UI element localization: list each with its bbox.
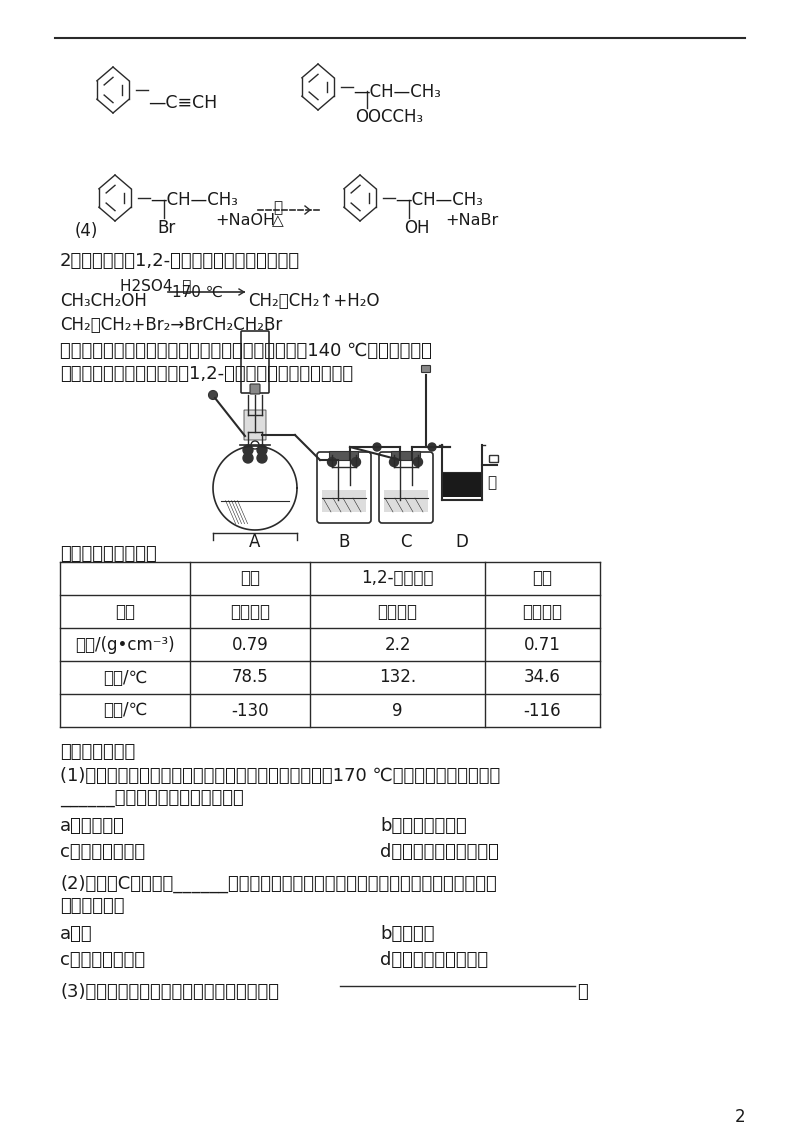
Text: 无色液体: 无色液体 — [522, 602, 562, 620]
Text: —CH—CH₃: —CH—CH₃ — [353, 83, 441, 101]
Text: 78.5: 78.5 — [232, 669, 268, 686]
FancyBboxPatch shape — [422, 366, 430, 372]
Text: Br: Br — [157, 218, 175, 237]
Text: b．加快反应速度: b．加快反应速度 — [380, 817, 466, 835]
Text: +NaOH: +NaOH — [215, 213, 275, 228]
Text: a．水: a．水 — [60, 925, 93, 943]
Text: 2.2: 2.2 — [384, 635, 410, 653]
Circle shape — [414, 457, 422, 466]
Text: 密度/(g•cm⁻³): 密度/(g•cm⁻³) — [75, 635, 175, 653]
Text: 无色液体: 无色液体 — [230, 602, 270, 620]
Text: 乙醇: 乙醇 — [240, 569, 260, 588]
Text: -130: -130 — [231, 702, 269, 720]
Text: △: △ — [272, 213, 284, 228]
Text: 溢: 溢 — [487, 475, 496, 490]
FancyBboxPatch shape — [245, 431, 262, 438]
FancyBboxPatch shape — [250, 384, 260, 394]
FancyBboxPatch shape — [241, 331, 269, 393]
Text: d．减少副产物乙醚生成: d．减少副产物乙醚生成 — [380, 843, 499, 861]
FancyBboxPatch shape — [322, 490, 366, 512]
Text: 132.: 132. — [379, 669, 416, 686]
Circle shape — [373, 443, 381, 451]
FancyBboxPatch shape — [384, 490, 428, 512]
Text: 0.79: 0.79 — [232, 635, 268, 653]
Text: 。: 。 — [577, 983, 588, 1001]
Text: C: C — [400, 533, 412, 551]
Text: 乙醚: 乙醚 — [533, 569, 553, 588]
Text: —CH—CH₃: —CH—CH₃ — [150, 191, 238, 209]
Text: 170 ℃: 170 ℃ — [172, 285, 223, 300]
Text: CH₂＝CH₂+Br₂→BrCH₂CH₂Br: CH₂＝CH₂+Br₂→BrCH₂CH₂Br — [60, 316, 282, 334]
FancyBboxPatch shape — [490, 455, 498, 463]
Text: a．引发反应: a．引发反应 — [60, 817, 125, 835]
FancyBboxPatch shape — [379, 452, 433, 523]
Circle shape — [327, 457, 337, 466]
Text: (1)在此制备实验中，要尽可能迅速地把反应温度提高到170 ℃左右，其最主要目的是: (1)在此制备实验中，要尽可能迅速地把反应温度提高到170 ℃左右，其最主要目的… — [60, 767, 500, 784]
Text: +NaBr: +NaBr — [445, 213, 498, 228]
Text: c．氢氧化鍶溶液: c．氢氧化鍶溶液 — [60, 951, 145, 969]
FancyBboxPatch shape — [391, 452, 421, 461]
Text: OH: OH — [404, 218, 430, 237]
Circle shape — [243, 445, 253, 455]
Text: D: D — [455, 533, 469, 551]
Text: —CH—CH₃: —CH—CH₃ — [395, 191, 483, 209]
Text: 回答下列问题：: 回答下列问题： — [60, 743, 135, 761]
Text: CH₃CH₂OH: CH₃CH₂OH — [60, 292, 147, 310]
FancyBboxPatch shape — [317, 452, 371, 523]
FancyBboxPatch shape — [244, 410, 266, 440]
Text: B: B — [338, 533, 350, 551]
Text: —C≡CH: —C≡CH — [148, 94, 218, 112]
Text: 状态: 状态 — [115, 602, 135, 620]
Text: 0.71: 0.71 — [524, 635, 561, 653]
Text: c．防止乙醇挥发: c．防止乙醇挥发 — [60, 843, 145, 861]
Circle shape — [243, 453, 253, 463]
Text: A: A — [250, 533, 261, 551]
Text: 的酸性气体。: 的酸性气体。 — [60, 897, 125, 915]
FancyBboxPatch shape — [330, 452, 358, 461]
Circle shape — [257, 445, 267, 455]
Text: OOCCH₃: OOCCH₃ — [355, 108, 423, 126]
Text: 34.6: 34.6 — [524, 669, 561, 686]
Text: ______（填正确选项前的字母）。: ______（填正确选项前的字母）。 — [60, 789, 244, 807]
Text: -116: -116 — [524, 702, 562, 720]
Text: 用少量澄和足量的乙醇制备1,2-二渴乙烷的装置如图所示：: 用少量澄和足量的乙醇制备1,2-二渴乙烷的装置如图所示： — [60, 365, 353, 383]
Text: 2: 2 — [734, 1108, 746, 1126]
Circle shape — [209, 391, 218, 400]
Circle shape — [351, 457, 361, 466]
Text: 水: 水 — [274, 200, 282, 215]
Text: 燔点/℃: 燔点/℃ — [103, 702, 147, 720]
Text: 沸点/℃: 沸点/℃ — [103, 669, 147, 686]
Text: 1,2-二渴乙烷: 1,2-二渴乙烷 — [362, 569, 434, 588]
Text: (2)在装置C中应加入______（填正确选项前的字母），其目的是吸收反应中可能生成: (2)在装置C中应加入______（填正确选项前的字母），其目的是吸收反应中可能… — [60, 875, 497, 893]
Text: 9: 9 — [392, 702, 402, 720]
Text: CH₂＝CH₂↑+H₂O: CH₂＝CH₂↑+H₂O — [248, 292, 379, 310]
Circle shape — [251, 441, 259, 449]
Text: (4): (4) — [75, 222, 98, 240]
Circle shape — [428, 443, 436, 451]
Text: 2．实验室制备1,2-二渴乙烷的反应原理如下：: 2．实验室制备1,2-二渴乙烷的反应原理如下： — [60, 252, 300, 271]
Text: 无色液体: 无色液体 — [378, 602, 418, 620]
Text: (3)判断该制备反应已经结束的最简单方法是: (3)判断该制备反应已经结束的最简单方法是 — [60, 983, 279, 1001]
Text: d．饱和碳酸氢鍶溶液: d．饱和碳酸氢鍶溶液 — [380, 951, 488, 969]
Text: 有关数据列表如下：: 有关数据列表如下： — [60, 544, 157, 563]
Text: H2SO4  浓: H2SO4 浓 — [120, 278, 191, 293]
Text: b．浓确酸: b．浓确酸 — [380, 925, 434, 943]
Circle shape — [257, 453, 267, 463]
Bar — [443, 472, 481, 497]
Text: 可能存在的主要副反应有：乙醇在浓确酸的存在下在140 ℃脱水生成乙醚: 可能存在的主要副反应有：乙醇在浓确酸的存在下在140 ℃脱水生成乙醚 — [60, 342, 432, 360]
Circle shape — [390, 457, 398, 466]
